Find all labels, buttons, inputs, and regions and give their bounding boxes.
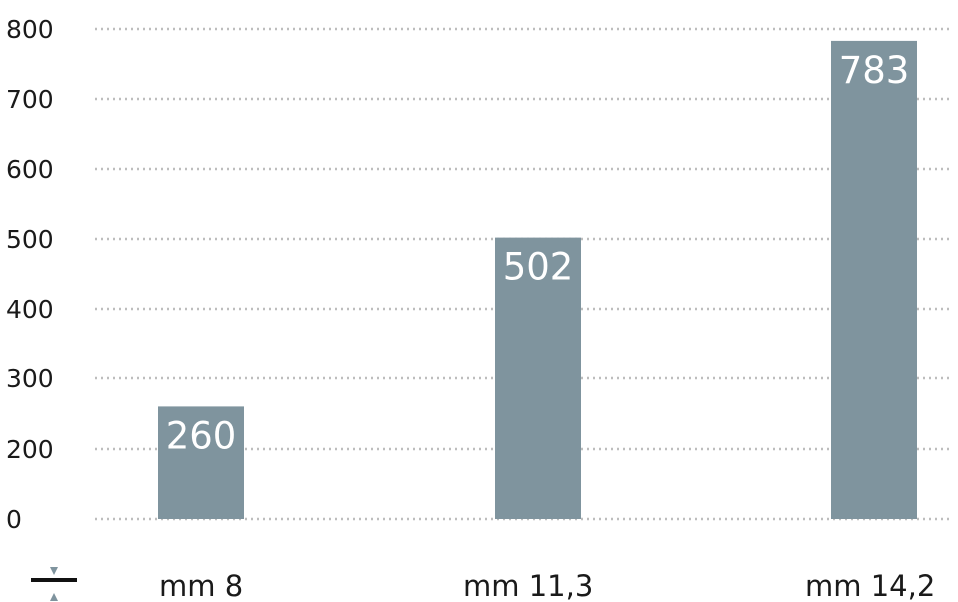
x-axis-categories: mm 8 mm 11,3 mm 14,2 (159, 569, 935, 602)
bar (495, 237, 581, 519)
y-tick-label: 0 (6, 505, 22, 534)
x-category-label: mm 11,3 (463, 569, 593, 602)
y-tick-label: 600 (6, 155, 54, 184)
y-tick-label: 800 (6, 15, 54, 44)
y-tick-label: 400 (6, 295, 54, 324)
bar-value-label: 502 (503, 246, 574, 289)
y-axis-ticks: 0 200 300 400 500 600 700 800 (6, 15, 54, 534)
y-tick-label: 200 (6, 435, 54, 464)
y-tick-label: 500 (6, 225, 54, 254)
y-tick-label: 700 (6, 85, 54, 114)
bar (158, 406, 244, 519)
bar-value-label: 260 (166, 414, 237, 457)
gridlines (95, 27, 952, 521)
bar-value-label: 783 (839, 49, 910, 92)
bar (831, 40, 917, 520)
bars: 260 502 783 (158, 40, 917, 520)
x-category-label: mm 14,2 (805, 569, 935, 602)
y-tick-label: 300 (6, 364, 54, 393)
x-category-label: mm 8 (159, 569, 243, 602)
compression-thickness-icon (31, 567, 77, 601)
